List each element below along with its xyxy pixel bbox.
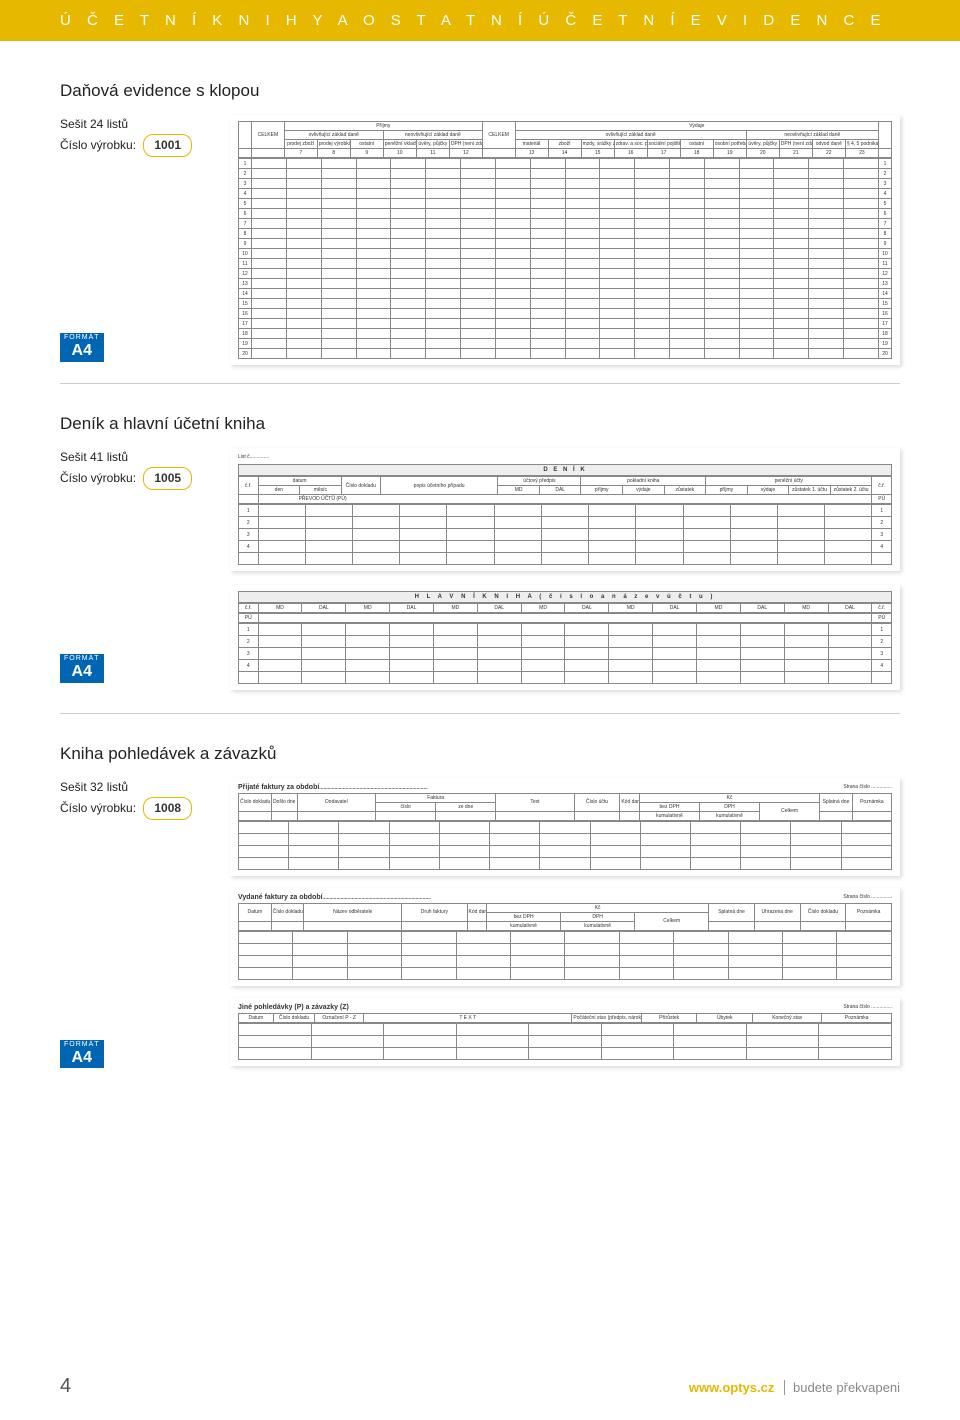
product-code: 1005 (143, 467, 192, 490)
form-preview-t2: Vydané faktury za období................… (230, 888, 900, 986)
form-preview-hk: H L A V N Í K N I H A ( č í s l o a n á … (230, 585, 900, 690)
code-label: Číslo výrobku: (60, 471, 136, 485)
section-1001: Daňová evidence s klopou Sešit 24 listů … (60, 81, 900, 384)
format-badge: FORMÁTA4 (60, 333, 104, 362)
format-badge: FORMÁTA4 (60, 1040, 104, 1069)
form-preview-denik: List č.............. D E N Í K č.ř. datu… (230, 448, 900, 571)
page-banner: Ú Č E T N Í K N I H Y A O S T A T N Í Ú … (0, 0, 960, 41)
section-title: Daňová evidence s klopou (60, 81, 900, 101)
footer-right: www.optys.cz budete překvapeni (689, 1380, 900, 1395)
section-title: Deník a hlavní účetní kniha (60, 414, 900, 434)
product-code: 1001 (143, 134, 192, 157)
section-title: Kniha pohledávek a závazků (60, 744, 900, 764)
code-label: Číslo výrobku: (60, 801, 136, 815)
section-1005: Deník a hlavní účetní kniha Sešit 41 lis… (60, 414, 900, 714)
form-preview-t3: Jiné pohledávky (P) a závazky (Z) Strana… (230, 998, 900, 1066)
form-preview-t1: Přijaté faktury za období...............… (230, 778, 900, 876)
sheets-line: Sešit 24 listů (60, 115, 210, 134)
page-number: 4 (60, 1375, 71, 1398)
format-badge: FORMÁTA4 (60, 654, 104, 683)
product-code: 1008 (143, 797, 192, 820)
section-1008: Kniha pohledávek a závazků Sešit 32 list… (60, 744, 900, 1069)
code-label: Číslo výrobku: (60, 138, 136, 152)
form-preview-1001: CELKEM Příjmy CELKEM Výdaje ovlivňující … (230, 115, 900, 365)
sheets-line: Sešit 41 listů (60, 448, 210, 467)
sheets-line: Sešit 32 listů (60, 778, 210, 797)
